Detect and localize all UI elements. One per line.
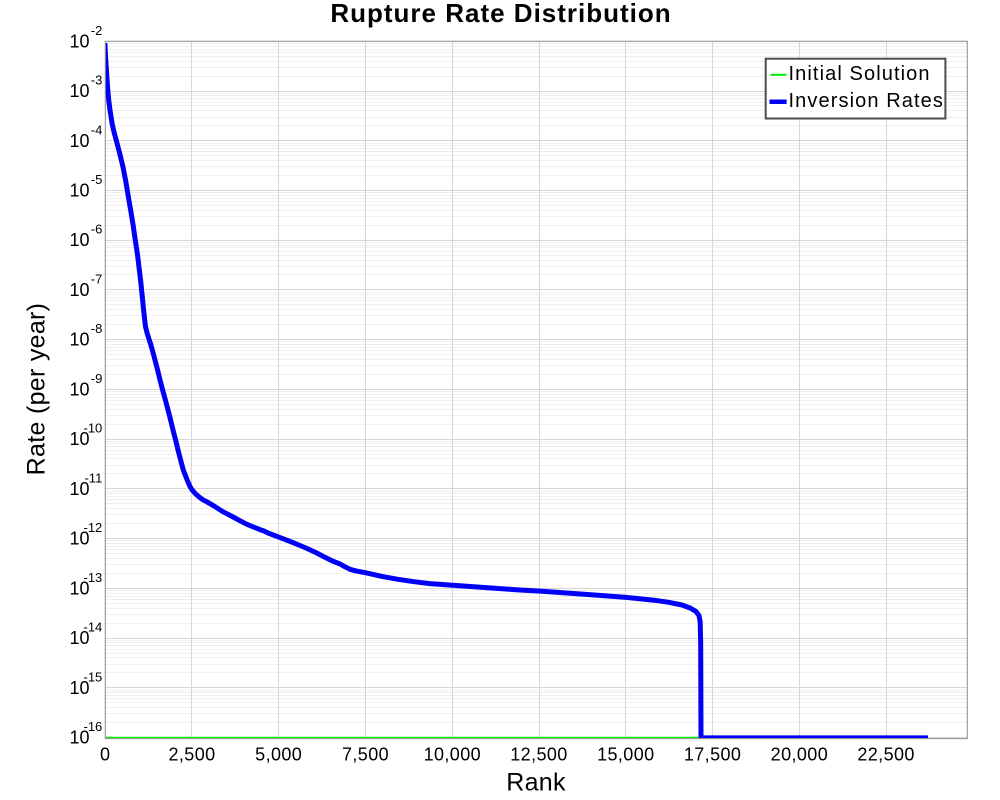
svg-text:10: 10 [69, 230, 89, 250]
svg-text:22,500: 22,500 [857, 745, 914, 765]
svg-text:-11: -11 [84, 470, 102, 485]
svg-text:Initial Solution: Initial Solution [789, 63, 931, 85]
svg-text:-5: -5 [91, 172, 103, 187]
svg-text:10: 10 [69, 31, 89, 51]
svg-text:-14: -14 [84, 620, 103, 635]
svg-text:-15: -15 [84, 669, 103, 684]
svg-text:10: 10 [69, 181, 89, 201]
svg-text:10: 10 [69, 479, 89, 499]
svg-text:15,000: 15,000 [597, 745, 654, 765]
svg-text:17,500: 17,500 [684, 745, 741, 765]
svg-text:10: 10 [69, 280, 89, 300]
svg-text:-8: -8 [91, 321, 103, 336]
svg-text:-16: -16 [84, 719, 103, 734]
svg-text:-9: -9 [91, 371, 103, 386]
svg-text:Rupture Rate Distribution: Rupture Rate Distribution [330, 0, 671, 28]
svg-text:20,000: 20,000 [771, 745, 828, 765]
svg-text:10: 10 [69, 529, 89, 549]
svg-text:Inversion Rates: Inversion Rates [789, 90, 944, 112]
svg-text:0: 0 [100, 745, 110, 765]
svg-text:-6: -6 [91, 222, 103, 237]
svg-text:10: 10 [69, 728, 89, 748]
svg-text:-4: -4 [91, 122, 103, 137]
svg-text:10: 10 [69, 330, 89, 350]
svg-text:-13: -13 [84, 570, 103, 585]
svg-text:10: 10 [69, 578, 89, 598]
svg-text:Rate (per year): Rate (per year) [23, 303, 51, 476]
svg-text:-12: -12 [84, 520, 103, 535]
svg-text:-7: -7 [91, 271, 103, 286]
svg-text:-10: -10 [84, 421, 103, 436]
svg-text:2,500: 2,500 [168, 745, 215, 765]
svg-text:7,500: 7,500 [342, 745, 389, 765]
svg-text:Rank: Rank [506, 769, 566, 797]
svg-text:10: 10 [69, 678, 89, 698]
svg-text:10: 10 [69, 131, 89, 151]
svg-text:5,000: 5,000 [255, 745, 302, 765]
svg-text:-2: -2 [91, 23, 103, 38]
svg-text:-3: -3 [91, 73, 103, 88]
svg-text:10: 10 [69, 429, 89, 449]
svg-text:10: 10 [69, 628, 89, 648]
svg-text:12,500: 12,500 [510, 745, 567, 765]
svg-text:10,000: 10,000 [424, 745, 481, 765]
svg-text:10: 10 [69, 81, 89, 101]
svg-text:10: 10 [69, 379, 89, 399]
